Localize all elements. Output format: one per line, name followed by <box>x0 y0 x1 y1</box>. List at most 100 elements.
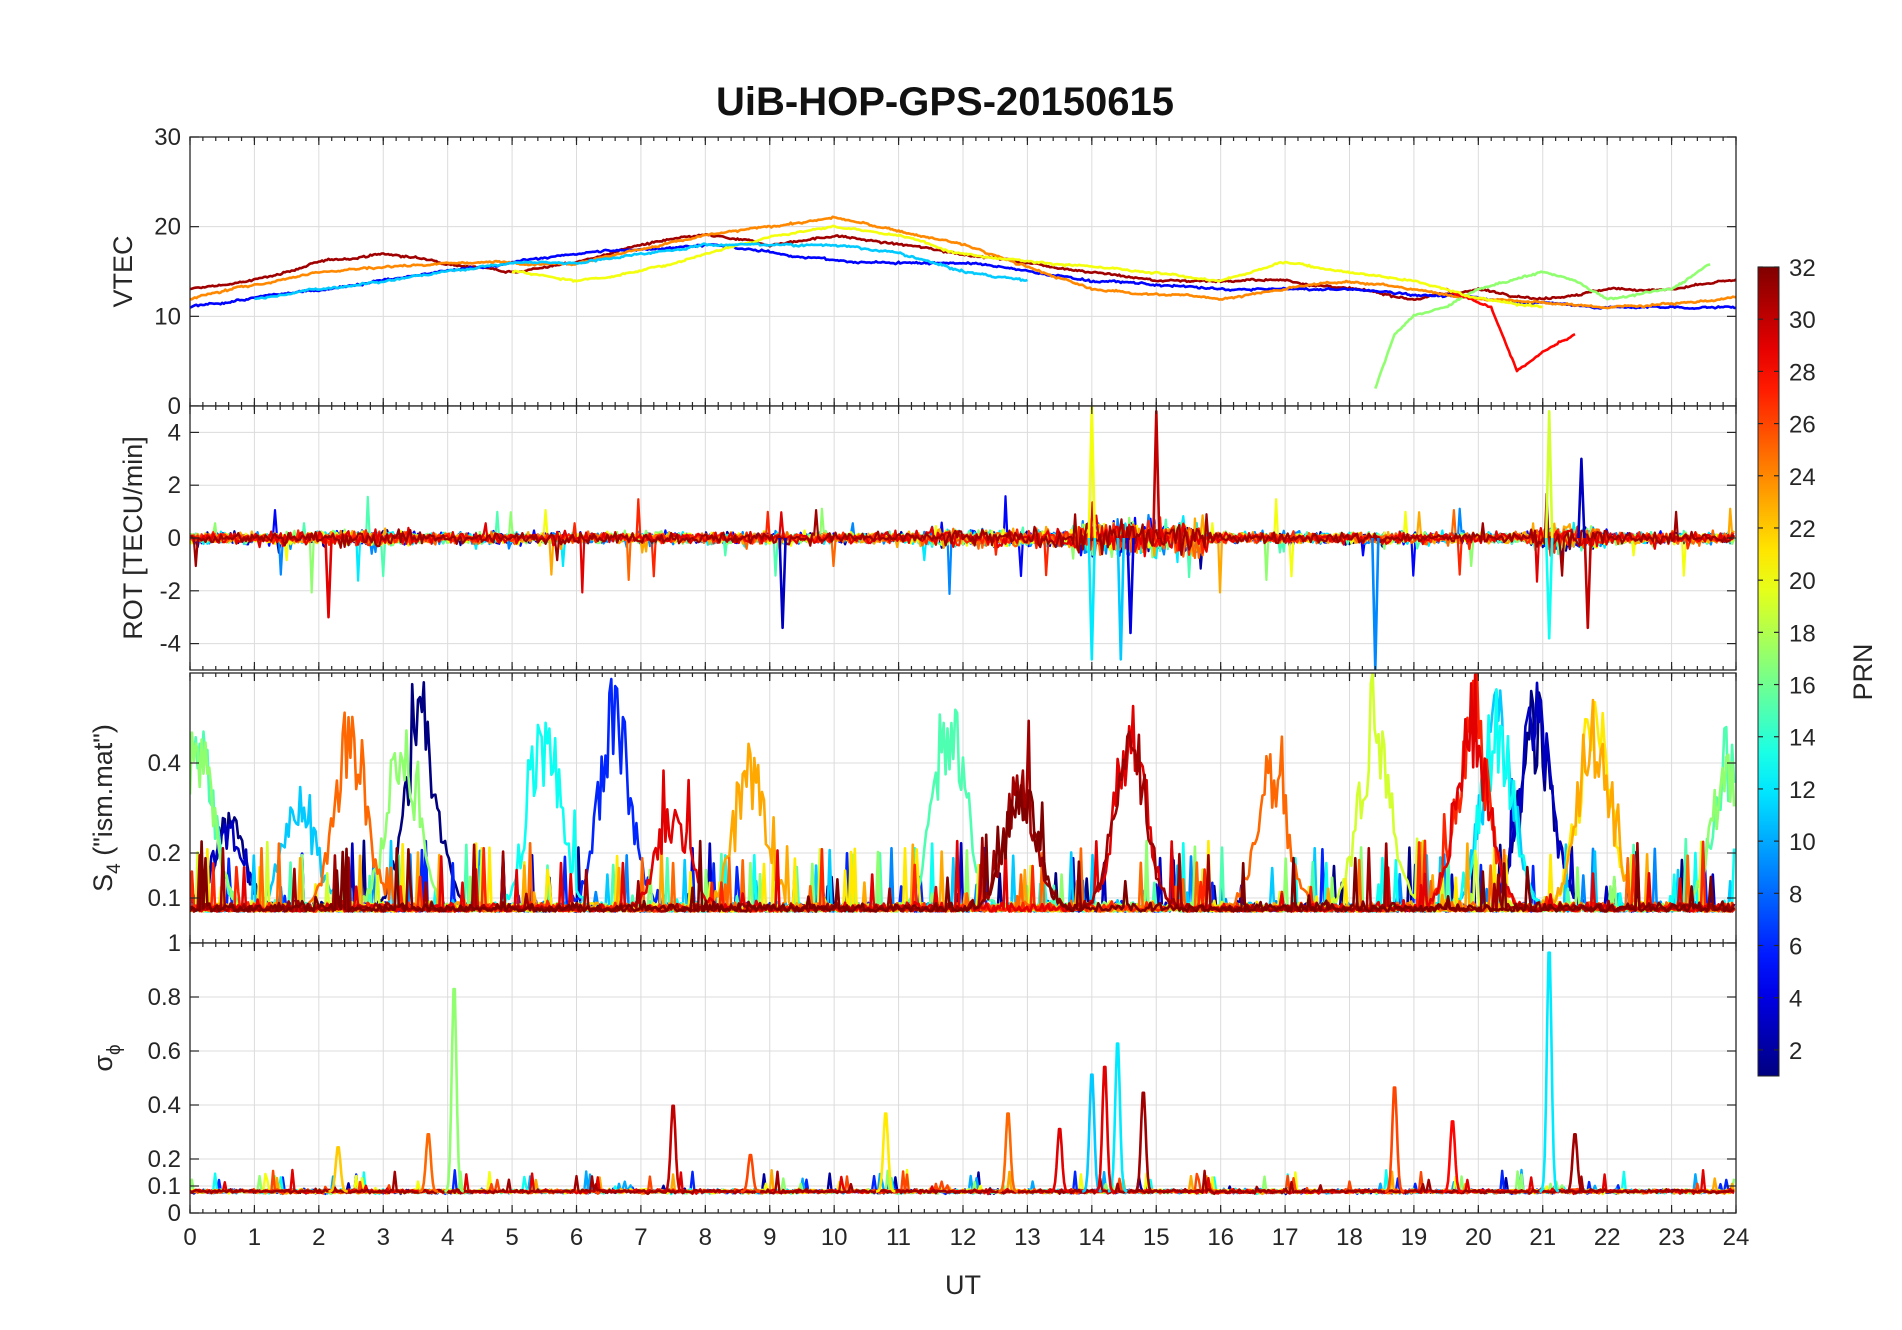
rot-spike <box>1087 406 1097 539</box>
colorbar-tick-label: 16 <box>1789 673 1816 700</box>
rot-ytick-label: 2 <box>168 472 181 499</box>
vtec-panel: 0 10 20 30 VTEC <box>108 124 1737 420</box>
sigma-phi-peak <box>418 1133 439 1193</box>
rot-spike <box>1116 537 1126 661</box>
rot-spike <box>1544 537 1554 640</box>
sigma-phi-peak <box>663 1104 683 1193</box>
sigma-phi-ylabel-base: σ <box>88 1055 118 1072</box>
xtick-label: 0 <box>183 1224 196 1251</box>
xtick-label: 14 <box>1078 1224 1105 1251</box>
xtick-label: 9 <box>763 1224 776 1251</box>
xtick-label: 12 <box>950 1224 977 1251</box>
vtec-ylabel: VTEC <box>108 235 138 307</box>
xtick-label: 15 <box>1143 1224 1170 1251</box>
vtec-series-prn-17 <box>1374 263 1711 390</box>
rot-series-lines <box>190 406 1736 670</box>
rot-spike <box>1126 537 1135 635</box>
sigma-phi-axes: 00.10.20.40.60.810 1 2 3 4 5 6 7 8 9 10 11 12 13 14 15 1… <box>148 930 1750 1251</box>
vtec-ytick-label: 0 <box>168 393 181 420</box>
sig-ytick-label: 0.2 <box>148 1146 181 1173</box>
colorbar-tick-label: 22 <box>1789 516 1816 543</box>
sigma-phi-peak <box>1384 1086 1405 1193</box>
xtick-label: 21 <box>1529 1224 1556 1251</box>
sigma-phi-ylabel: σϕ <box>88 1044 125 1071</box>
colorbar-tick-label: 24 <box>1789 464 1816 491</box>
s4-ylabel-rest: ("ism.mat") <box>88 724 118 863</box>
vtec-series-prn-28 <box>1445 287 1576 373</box>
colorbar-tick-label: 28 <box>1789 359 1816 386</box>
rot-ytick-label: 4 <box>168 419 181 446</box>
sigma-phi-peak <box>875 1112 896 1193</box>
sig-ytick-label: 0 <box>168 1200 181 1227</box>
xtick-label: 20 <box>1465 1224 1492 1251</box>
vtec-ytick-label: 10 <box>154 303 181 330</box>
colorbar-label: PRN <box>1848 643 1878 700</box>
vtec-series-prn-20 <box>511 224 1544 309</box>
rot-spike <box>778 537 787 630</box>
s4-ylabel-subscript: 4 <box>104 863 125 874</box>
sigma-phi-peak <box>1133 1091 1154 1193</box>
xtick-label: 19 <box>1401 1224 1428 1251</box>
rot-ytick-label: -4 <box>160 631 181 658</box>
sigma-phi-panel: 00.10.20.40.60.810 1 2 3 4 5 6 7 8 9 10 11 12 13 14 15 1… <box>88 930 1749 1300</box>
xtick-label: 13 <box>1014 1224 1041 1251</box>
rot-ytick-label: -2 <box>160 578 181 605</box>
vtec-series-lines <box>190 215 1736 390</box>
xtick-label: 3 <box>377 1224 390 1251</box>
sigma-phi-peak <box>1565 1133 1585 1193</box>
sigma-phi-peak <box>1094 1065 1115 1193</box>
s4-ylabel-base: S <box>88 874 118 892</box>
s4-ylabel: S4 ("ism.mat") <box>88 724 125 892</box>
sig-ytick-label: 1 <box>168 930 181 957</box>
vtec-ytick-label: 30 <box>154 124 181 151</box>
sig-ytick-label: 0.1 <box>148 1173 181 1200</box>
rot-spike <box>1583 537 1593 630</box>
sigma-phi-series-prn-31 <box>190 1169 1735 1196</box>
vtec-axes: 0 10 20 30 <box>154 124 1737 420</box>
sigma-phi-grid <box>189 942 1737 1214</box>
rot-series-prn-31 <box>190 492 1735 577</box>
sigma-phi-peak <box>444 987 464 1193</box>
rot-spike <box>1371 537 1380 670</box>
colorbar-tick-label: 2 <box>1789 1038 1802 1065</box>
sigma-phi-peak <box>1442 1120 1463 1193</box>
colorbar-tick-label: 14 <box>1789 725 1816 752</box>
xtick-label: 2 <box>312 1224 325 1251</box>
xtick-label: 1 <box>248 1224 261 1251</box>
sigma-phi-peak <box>998 1112 1018 1193</box>
rot-axes: -4 -2 0 2 4 <box>160 405 1737 671</box>
rot-spike <box>1544 410 1554 539</box>
s4-axes: 0.1 0.2 0.4 <box>148 672 1737 944</box>
xtick-label: 22 <box>1594 1224 1621 1251</box>
rot-spike <box>1577 457 1586 539</box>
xtick-label: 6 <box>570 1224 583 1251</box>
vtec-ytick-label: 20 <box>154 214 181 241</box>
s4-series-prn-32 <box>190 784 1735 913</box>
xtick-label: 17 <box>1272 1224 1299 1251</box>
xtick-label: 16 <box>1207 1224 1234 1251</box>
s4-ytick-label: 0.1 <box>148 885 181 912</box>
colorbar-tick-label: 20 <box>1789 568 1816 595</box>
s4-panel: 0.1 0.2 0.4 S4 ("ism.mat") <box>88 672 1737 944</box>
colorbar-tick-label: 12 <box>1789 777 1816 804</box>
rot-spike <box>1087 537 1097 661</box>
sigma-phi-series-lines <box>190 951 1736 1196</box>
xtick-label: 7 <box>634 1224 647 1251</box>
xtick-label: 11 <box>886 1224 911 1251</box>
s4-series-lines <box>190 673 1736 913</box>
sigma-phi-ylabel-subscript: ϕ <box>104 1044 125 1055</box>
colorbar-tick-label: 4 <box>1789 986 1802 1013</box>
xtick-label: 5 <box>505 1224 518 1251</box>
sig-ytick-label: 0.8 <box>148 984 181 1011</box>
x-axis-label: UT <box>945 1270 981 1300</box>
sigma-phi-peak <box>740 1153 761 1193</box>
colorbar-tick-label: 26 <box>1789 412 1816 439</box>
colorbar-gradient <box>1757 266 1780 1077</box>
sigma-phi-peak <box>1049 1127 1070 1193</box>
xtick-label: 8 <box>699 1224 712 1251</box>
colorbar-tick-label: 6 <box>1789 934 1802 961</box>
sigma-phi-peak <box>1539 951 1560 1193</box>
rot-ytick-label: 0 <box>168 525 181 552</box>
